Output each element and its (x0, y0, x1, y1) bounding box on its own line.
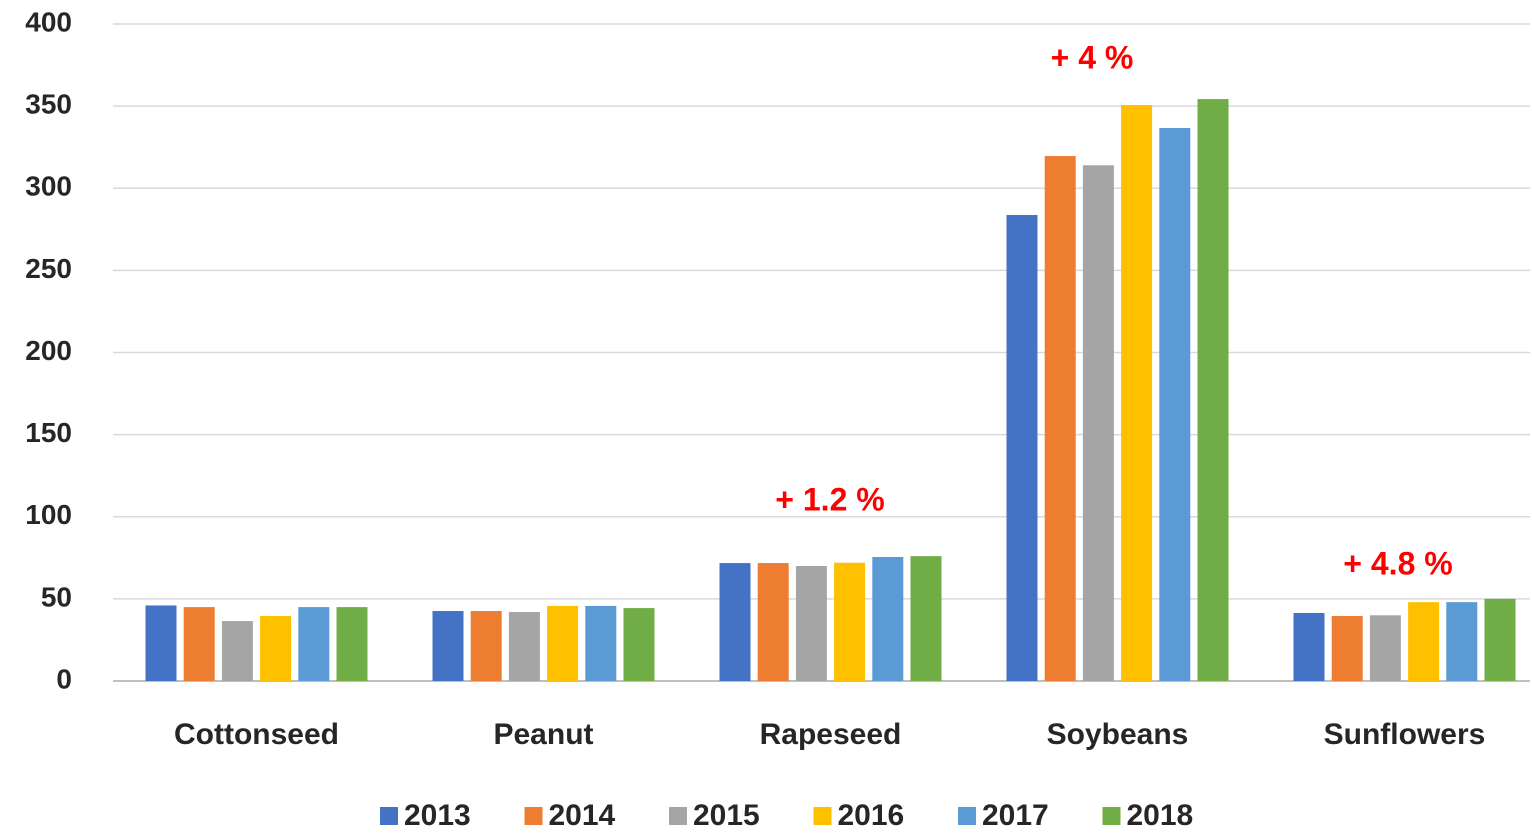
bar (1331, 615, 1363, 681)
legend-label: 2017 (982, 799, 1049, 832)
bar (834, 562, 866, 681)
x-tick-label: Peanut (493, 718, 593, 751)
bar (1121, 104, 1153, 682)
bar (585, 605, 617, 681)
y-tick-label: 350 (25, 89, 72, 120)
y-tick-label: 200 (25, 335, 72, 366)
bar (1082, 165, 1114, 681)
legend-swatch (958, 807, 976, 825)
bar (623, 608, 655, 681)
legend-swatch (380, 807, 398, 825)
legend-label: 2014 (549, 799, 616, 832)
y-tick-label: 50 (41, 581, 72, 612)
bar (1484, 598, 1516, 681)
bar (1293, 613, 1325, 681)
legend-swatch (524, 807, 543, 825)
annotation: + 4.8 % (1343, 545, 1452, 581)
bar (298, 607, 330, 681)
y-tick-label: 0 (56, 663, 72, 694)
x-tick-label: Soybeans (1047, 718, 1189, 751)
bar (1369, 615, 1401, 681)
bar (872, 556, 904, 681)
bar (470, 611, 502, 681)
bar (1446, 602, 1478, 681)
y-tick-label: 250 (25, 253, 72, 284)
bar (1006, 215, 1038, 681)
legend-label: 2013 (404, 799, 471, 832)
bar (795, 566, 827, 681)
bar (1408, 602, 1440, 681)
annotation: + 4 % (1051, 39, 1134, 75)
legend-swatch (1102, 807, 1121, 825)
y-tick-label: 300 (25, 171, 72, 202)
bar (260, 615, 292, 681)
y-tick-label: 100 (25, 499, 72, 530)
bar (757, 563, 789, 681)
bar (145, 605, 177, 681)
bar (719, 563, 751, 681)
y-tick-label: 150 (25, 417, 72, 448)
bar (910, 556, 942, 681)
legend-swatch (669, 807, 687, 825)
bar (432, 611, 464, 681)
bar (508, 612, 540, 681)
bar (547, 605, 579, 681)
annotation: + 1.2 % (775, 481, 884, 517)
legend-label: 2016 (838, 799, 905, 832)
bar (1044, 156, 1076, 681)
legend-label: 2015 (693, 799, 760, 832)
bar (221, 621, 253, 681)
x-tick-label: Rapeseed (760, 718, 902, 751)
y-tick-label: 400 (25, 6, 72, 37)
x-tick-label: Cottonseed (174, 718, 339, 751)
legend-swatch (813, 807, 832, 825)
legend-label: 2018 (1127, 799, 1194, 832)
bar (183, 607, 215, 681)
bar (336, 607, 368, 681)
bar (1197, 99, 1229, 681)
x-tick-label: Sunflowers (1324, 718, 1486, 751)
bar (1159, 127, 1191, 681)
